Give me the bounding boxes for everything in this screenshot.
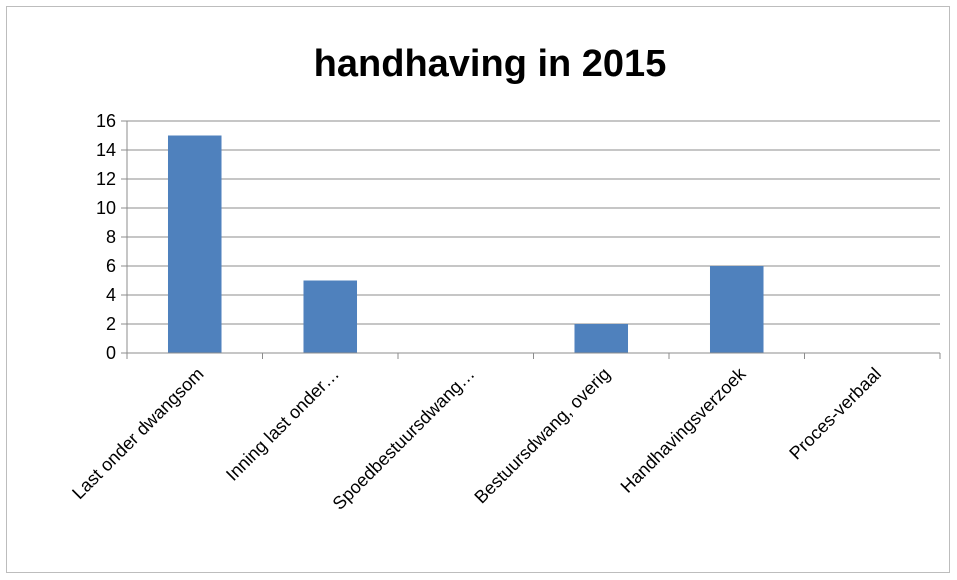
bar-0 — [167, 135, 222, 353]
y-tick-label: 4 — [106, 285, 116, 305]
y-axis-ticks: 0 2 4 6 8 10 12 14 16 — [96, 111, 116, 363]
y-tick-label: 2 — [106, 314, 116, 334]
y-tick-label: 10 — [96, 198, 116, 218]
x-tick-label: Inning last onder… — [222, 364, 343, 485]
gridlines — [127, 120, 940, 325]
x-tick-label: Handhavingsverzoek — [617, 363, 751, 497]
y-tick-label: 8 — [106, 227, 116, 247]
bars — [167, 135, 764, 353]
y-tick-label: 12 — [96, 169, 116, 189]
y-tick-label: 0 — [106, 343, 116, 363]
x-tick-label: Bestuursdwang, overig — [470, 364, 614, 508]
chart-title: handhaving in 2015 — [314, 43, 667, 85]
bar-3 — [574, 324, 629, 353]
axes — [121, 120, 941, 359]
x-tick-label: Proces-verbaal — [785, 364, 885, 464]
y-tick-label: 16 — [96, 111, 116, 131]
bar-4 — [709, 266, 764, 353]
x-tick-label: Last onder dwangsom — [68, 364, 207, 503]
bar-1 — [303, 280, 358, 353]
y-tick-label: 14 — [96, 140, 116, 160]
chart-frame — [6, 6, 950, 573]
x-axis-ticks: Last onder dwangsom Inning last onder…Spo… — [68, 363, 885, 514]
y-tick-label: 6 — [106, 256, 116, 276]
x-tick-label: Spoedbestuursdwang… — [329, 364, 479, 514]
